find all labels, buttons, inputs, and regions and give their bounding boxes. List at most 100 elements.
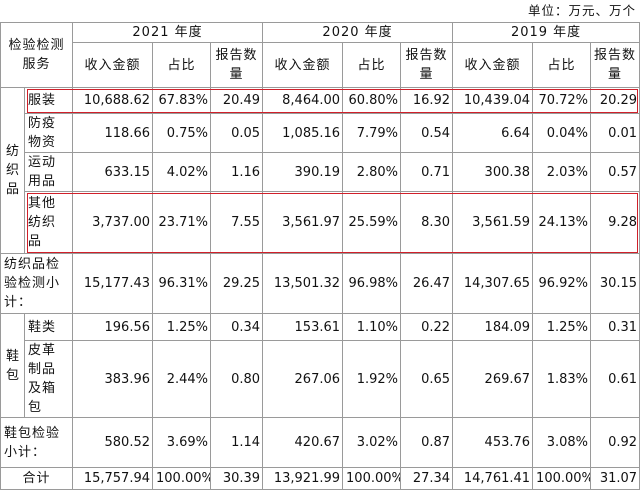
- value-cell: 4.02%: [152, 152, 212, 192]
- value-cell: 100.00%: [152, 467, 212, 490]
- data-row: 鞋包 鞋类 196.56 1.25% 0.34 153.61 1.10% 0.22 184.09…: [0, 313, 640, 418]
- data-row: 防疫物资 118.66 0.75% 0.05 1,085.16 7.79% 0.54 6.64…: [1, 113, 640, 153]
- value-cell: 20.49: [210, 87, 264, 114]
- value-cell: 8,464.00: [262, 87, 344, 114]
- value-cell: 1.25%: [532, 313, 592, 341]
- value-cell: 29.25: [210, 253, 264, 314]
- value-cell: 184.09: [452, 313, 534, 341]
- header-row: 收入金额 占比 报告数量 收入金额 占比 报告数量 收入金额 占比 报告数量: [1, 42, 640, 88]
- value-cell: 7.79%: [342, 113, 402, 153]
- data-row: 皮革制品及箱包 383.96 2.44% 0.80 267.06 1.92% 0.65 269…: [1, 340, 640, 418]
- value-cell: 0.75%: [152, 113, 212, 153]
- value-cell: 15,757.94: [72, 467, 154, 490]
- value-cell: 67.83%: [152, 87, 212, 114]
- value-cell: 0.54: [400, 113, 454, 153]
- value-cell: 0.34: [210, 313, 264, 341]
- value-cell: 9.28: [590, 191, 640, 254]
- value-cell: 269.67: [452, 340, 534, 418]
- value-cell: 196.56: [72, 313, 154, 341]
- value-cell: 1.10%: [342, 313, 402, 341]
- total-row: 合计 15,757.94 100.00% 30.39 13,921.99 100.00% 2…: [0, 467, 640, 490]
- column-header: 收入金额: [262, 42, 344, 88]
- value-cell: 100.00%: [342, 467, 402, 490]
- value-cell: 8.30: [400, 191, 454, 254]
- value-cell: 96.31%: [152, 253, 212, 314]
- column-header: 报告数量: [400, 42, 454, 88]
- value-cell: 453.76: [452, 417, 534, 468]
- value-cell: 15,177.43: [72, 253, 154, 314]
- value-cell: 7.55: [210, 191, 264, 254]
- value-cell: 0.61: [590, 340, 640, 418]
- group-label: 鞋包: [0, 313, 25, 418]
- column-header: 占比: [342, 42, 402, 88]
- value-cell: 153.61: [262, 313, 344, 341]
- value-cell: 1,085.16: [262, 113, 344, 153]
- value-cell: 13,501.32: [262, 253, 344, 314]
- value-cell: 10,439.04: [452, 87, 534, 114]
- value-cell: 0.31: [590, 313, 640, 341]
- value-cell: 10,688.62: [72, 87, 154, 114]
- value-cell: 60.80%: [342, 87, 402, 114]
- value-cell: 3,561.97: [262, 191, 344, 254]
- value-cell: 0.65: [400, 340, 454, 418]
- value-cell: 0.05: [210, 113, 264, 153]
- value-cell: 1.14: [210, 417, 264, 468]
- subtotal-label: 鞋包检验小计：: [0, 417, 74, 468]
- value-cell: 30.39: [210, 467, 264, 490]
- value-cell: 633.15: [72, 152, 154, 192]
- subtotal-label: 纺织品检验检测小计：: [0, 253, 74, 314]
- value-cell: 3,561.59: [452, 191, 534, 254]
- unit-note: 单位：万元、万个: [527, 3, 636, 18]
- value-cell: 3,737.00: [72, 191, 154, 254]
- value-cell: 24.13%: [532, 191, 592, 254]
- header-row: 检验检测服务 2021 年度 2020 年度 2019 年度: [0, 22, 640, 88]
- column-header: 收入金额: [452, 42, 534, 88]
- value-cell: 267.06: [262, 340, 344, 418]
- value-cell: 0.57: [590, 152, 640, 192]
- value-cell: 580.52: [72, 417, 154, 468]
- value-cell: 3.08%: [532, 417, 592, 468]
- item-label: 防疫物资: [23, 113, 74, 153]
- value-cell: 0.22: [400, 313, 454, 341]
- value-cell: 0.71: [400, 152, 454, 192]
- value-cell: 0.92: [590, 417, 640, 468]
- value-cell: 383.96: [72, 340, 154, 418]
- subtotal-row: 纺织品检验检测小计： 15,177.43 96.31% 29.25 13,501.32 9…: [0, 253, 640, 314]
- value-cell: 16.92: [400, 87, 454, 114]
- value-cell: 1.92%: [342, 340, 402, 418]
- subtotal-row: 鞋包检验小计： 580.52 3.69% 1.14 420.67 3.02% 0.87 453…: [0, 417, 640, 468]
- data-row: 纺织品 服装 10,688.62 67.83% 20.49 8,464.00 60.80% 1…: [0, 87, 640, 254]
- column-header: 收入金额: [72, 42, 154, 88]
- item-label: 运动用品: [23, 152, 74, 192]
- value-cell: 70.72%: [532, 87, 592, 114]
- value-cell: 0.01: [590, 113, 640, 153]
- value-cell: 3.69%: [152, 417, 212, 468]
- value-cell: 100.00%: [532, 467, 592, 490]
- value-cell: 0.04%: [532, 113, 592, 153]
- value-cell: 25.59%: [342, 191, 402, 254]
- year-header: 2019 年度: [452, 22, 640, 43]
- value-cell: 3.02%: [342, 417, 402, 468]
- value-cell: 0.87: [400, 417, 454, 468]
- value-cell: 23.71%: [152, 191, 212, 254]
- value-cell: 390.19: [262, 152, 344, 192]
- value-cell: 2.44%: [152, 340, 212, 418]
- data-table: 检验检测服务 2021 年度 2020 年度 2019 年度 收入金额 占比 报告数量 收入金…: [0, 22, 640, 490]
- item-label: 服装: [23, 87, 74, 114]
- value-cell: 6.64: [452, 113, 534, 153]
- value-cell: 300.38: [452, 152, 534, 192]
- value-cell: 14,761.41: [452, 467, 534, 490]
- item-label: 皮革制品及箱包: [23, 340, 74, 418]
- value-cell: 13,921.99: [262, 467, 344, 490]
- value-cell: 1.83%: [532, 340, 592, 418]
- value-cell: 2.03%: [532, 152, 592, 192]
- value-cell: 31.07: [590, 467, 640, 490]
- value-cell: 420.67: [262, 417, 344, 468]
- total-label: 合计: [0, 467, 74, 490]
- value-cell: 1.25%: [152, 313, 212, 341]
- value-cell: 96.92%: [532, 253, 592, 314]
- value-cell: 2.80%: [342, 152, 402, 192]
- item-label: 鞋类: [23, 313, 74, 341]
- value-cell: 26.47: [400, 253, 454, 314]
